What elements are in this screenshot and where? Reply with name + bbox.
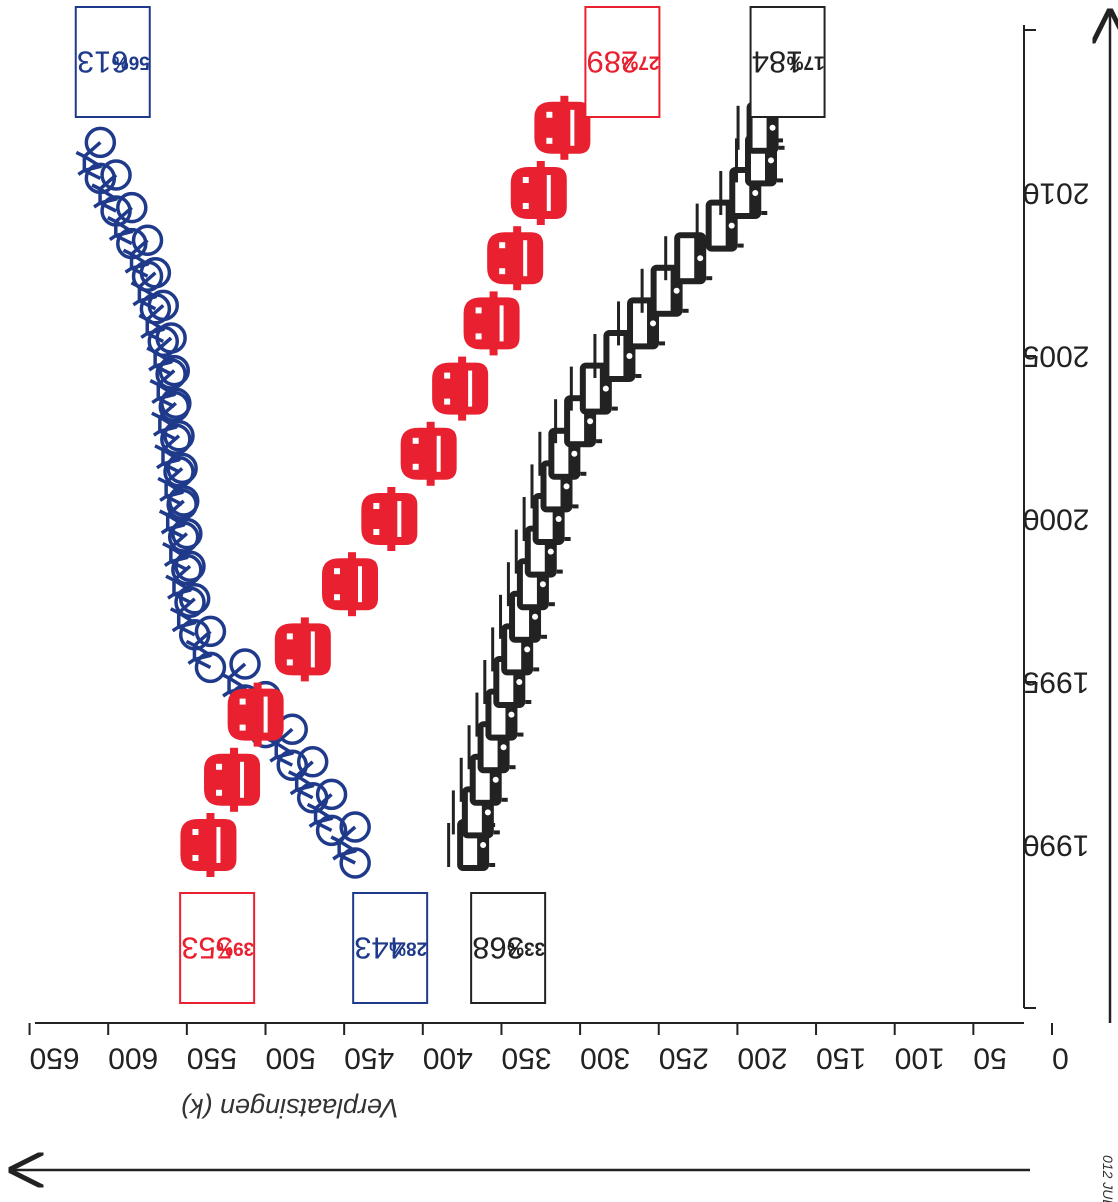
- y-tick-label: 300: [580, 1042, 630, 1075]
- bicycle-icon: [165, 550, 206, 618]
- bicycle-icon: [75, 126, 117, 195]
- bicycle-icon: [287, 746, 329, 814]
- box-value: 289: [587, 45, 639, 80]
- bicycle-icon: [169, 583, 211, 651]
- y-tick-label: 650: [30, 1042, 80, 1075]
- box-percent: 39%: [216, 938, 254, 959]
- car-icon: [534, 95, 591, 160]
- y-tick-label: 150: [816, 1042, 866, 1075]
- car-icon: [510, 161, 567, 225]
- y-tick-label: 600: [108, 1042, 158, 1075]
- y-tick-label: 450: [344, 1042, 394, 1075]
- bicycle-icon: [154, 420, 195, 488]
- y-tick-label: 550: [187, 1042, 237, 1075]
- bicycle-icon: [107, 191, 148, 260]
- bicycle-icon: [330, 811, 371, 879]
- series-layer: [75, 95, 785, 879]
- y-axis-title: Verplaatsingen (k): [181, 1093, 399, 1123]
- x-tick-label: 2005: [1023, 340, 1090, 373]
- y-tick-label: 50: [973, 1042, 1006, 1075]
- box-value: 553: [181, 931, 233, 966]
- bicycle-icon: [91, 159, 132, 227]
- box-value: 613: [77, 45, 129, 80]
- bicycle-icon: [130, 257, 172, 325]
- x-tick-label: 1990: [1023, 829, 1090, 862]
- car-icon: [180, 813, 237, 877]
- x-tick-label: 2000: [1023, 503, 1090, 536]
- car-icon: [463, 291, 520, 356]
- bicycle-icon: [306, 778, 348, 847]
- y-tick-label: 400: [423, 1042, 473, 1075]
- box-value: 184: [752, 45, 804, 80]
- box-percent: 17%: [786, 52, 824, 73]
- y-tick-label: 350: [501, 1042, 551, 1075]
- bicycle-icon: [149, 354, 191, 423]
- car-icon: [400, 421, 457, 486]
- car-icon: [204, 747, 261, 812]
- x-tick-label: 2010: [1023, 177, 1090, 210]
- y-axis-ticks: 0 50 100 150 200 250 300 350 400 450 500 550 600 650: [28, 1023, 1069, 1075]
- car-icon: [322, 552, 379, 617]
- tram-series: [447, 101, 785, 871]
- x-axis-ticks: 1990 1995 2000 2005 2010: [1023, 29, 1090, 1009]
- bicycle-icon: [185, 615, 227, 684]
- box-percent: 27%: [621, 52, 659, 73]
- footnote-date: 012 JUL 2011: [1100, 1155, 1116, 1202]
- tram-icon: [593, 330, 642, 382]
- y-tick-label: 250: [659, 1042, 709, 1075]
- box-percent: 33%: [507, 938, 545, 959]
- bicycle-icon: [122, 224, 164, 292]
- bicycle-icon: [157, 452, 198, 521]
- car-icon: [432, 356, 489, 421]
- x-tick-label: 1995: [1023, 666, 1090, 699]
- car-icon: [487, 226, 544, 291]
- box-percent: 56%: [112, 52, 150, 73]
- box-percent: 28%: [389, 938, 427, 959]
- y-tick-label: 500: [266, 1042, 316, 1075]
- car-icon: [274, 617, 331, 682]
- car-icon: [227, 682, 284, 747]
- y-tick-label: 200: [737, 1042, 787, 1075]
- car-icon: [361, 487, 418, 551]
- bicycle-icon: [162, 517, 203, 586]
- car-series: [180, 95, 591, 877]
- y-tick-label: 100: [895, 1042, 945, 1075]
- box-value: 443: [354, 931, 406, 966]
- box-value: 368: [472, 931, 524, 966]
- y-tick-label: 0: [1052, 1042, 1069, 1075]
